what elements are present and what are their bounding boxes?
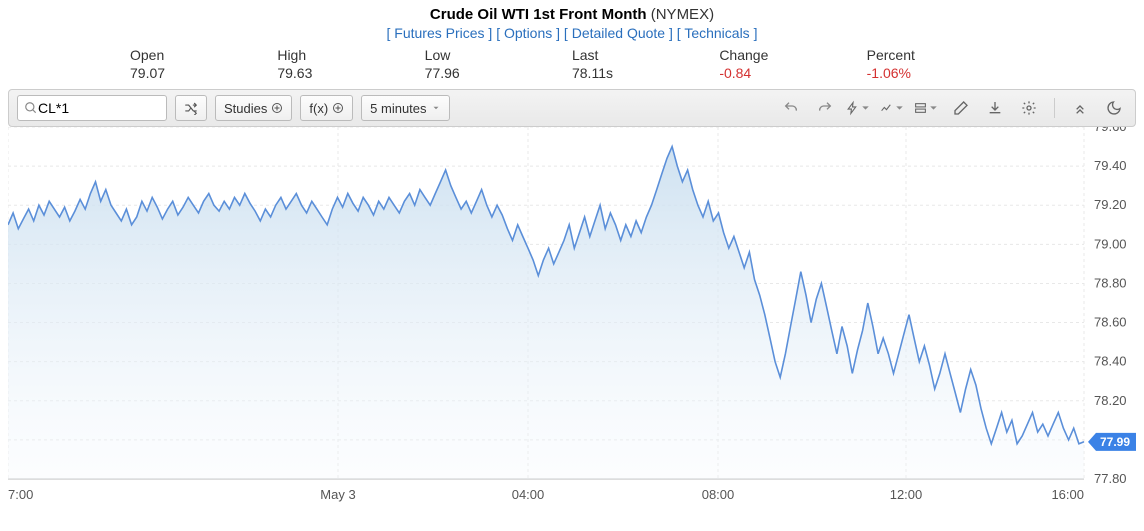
chevrons-up-icon [1072, 100, 1088, 116]
stat-change: Change -0.84 [719, 47, 866, 81]
stat-high: High 79.63 [277, 47, 424, 81]
theme-button[interactable] [1101, 95, 1127, 121]
shuffle-button[interactable] [175, 95, 207, 121]
stat-value: -1.06% [867, 65, 1014, 81]
stat-label: High [277, 47, 424, 63]
title-bold: Crude Oil WTI 1st Front Month [430, 6, 647, 23]
redo-icon [817, 100, 833, 116]
svg-text:12:00: 12:00 [890, 487, 923, 502]
chart-container[interactable]: 77.8078.0078.2078.4078.6078.8079.0079.20… [8, 127, 1136, 515]
stat-label: Percent [867, 47, 1014, 63]
toolbar: Studies f(x) 5 minutes [8, 89, 1136, 127]
studies-button[interactable]: Studies [215, 95, 292, 121]
symbol-input[interactable] [38, 100, 148, 116]
plus-icon [271, 102, 283, 114]
svg-text:7:00: 7:00 [8, 487, 33, 502]
download-button[interactable] [982, 95, 1008, 121]
settings-button[interactable] [1016, 95, 1042, 121]
chevron-down-icon [859, 100, 872, 116]
moon-icon [1106, 100, 1122, 116]
stat-value: 78.11s [572, 65, 719, 81]
collapse-button[interactable] [1067, 95, 1093, 121]
svg-text:May 3: May 3 [320, 487, 355, 502]
stat-label: Low [425, 47, 572, 63]
svg-text:79.00: 79.00 [1094, 236, 1127, 251]
header-link[interactable]: Options [504, 25, 552, 41]
stats-row: Open 79.07 High 79.63 Low 77.96 Last 78.… [0, 43, 1144, 89]
links-line: [ Futures Prices ] [ Options ] [ Detaile… [0, 25, 1144, 41]
header-link[interactable]: Technicals [684, 25, 749, 41]
title-line: Crude Oil WTI 1st Front Month (NYMEX) [0, 6, 1144, 23]
svg-text:08:00: 08:00 [702, 487, 735, 502]
svg-text:79.60: 79.60 [1094, 127, 1127, 134]
chart-type-button[interactable] [880, 95, 906, 121]
svg-text:04:00: 04:00 [512, 487, 545, 502]
fx-button[interactable]: f(x) [300, 95, 353, 121]
interval-button[interactable]: 5 minutes [361, 95, 449, 121]
chevron-down-icon [431, 103, 441, 113]
bolt-icon [846, 100, 859, 116]
stat-low: Low 77.96 [425, 47, 572, 81]
shuffle-icon [184, 101, 198, 115]
undo-button[interactable] [778, 95, 804, 121]
pencil-icon [953, 100, 969, 116]
svg-text:77.80: 77.80 [1094, 471, 1127, 486]
header: Crude Oil WTI 1st Front Month (NYMEX) [ … [0, 0, 1144, 43]
undo-icon [783, 100, 799, 116]
layout-button[interactable] [914, 95, 940, 121]
redo-button[interactable] [812, 95, 838, 121]
svg-text:79.40: 79.40 [1094, 158, 1127, 173]
download-icon [987, 100, 1003, 116]
studies-label: Studies [224, 101, 267, 116]
fx-label: f(x) [309, 101, 328, 116]
svg-text:77.99: 77.99 [1100, 435, 1130, 449]
stat-value: 79.07 [130, 65, 277, 81]
chart-icon [880, 100, 893, 116]
chevron-down-icon [927, 100, 940, 116]
stat-last: Last 78.11s [572, 47, 719, 81]
stat-label: Open [130, 47, 277, 63]
plus-icon [332, 102, 344, 114]
stat-percent: Percent -1.06% [867, 47, 1014, 81]
layout-icon [914, 100, 927, 116]
svg-text:78.60: 78.60 [1094, 315, 1127, 330]
title-exchange: (NYMEX) [651, 6, 714, 23]
search-wrap[interactable] [17, 95, 167, 121]
draw-button[interactable] [948, 95, 974, 121]
price-chart[interactable]: 77.8078.0078.2078.4078.6078.8079.0079.20… [8, 127, 1136, 515]
header-link[interactable]: Futures Prices [394, 25, 484, 41]
svg-text:16:00: 16:00 [1051, 487, 1084, 502]
stat-label: Change [719, 47, 866, 63]
divider [1054, 98, 1055, 118]
stat-label: Last [572, 47, 719, 63]
stat-open: Open 79.07 [130, 47, 277, 81]
header-link[interactable]: Detailed Quote [572, 25, 665, 41]
gear-icon [1021, 100, 1037, 116]
bolt-button[interactable] [846, 95, 872, 121]
stat-value: 79.63 [277, 65, 424, 81]
svg-text:78.20: 78.20 [1094, 393, 1127, 408]
interval-label: 5 minutes [370, 101, 426, 116]
svg-text:79.20: 79.20 [1094, 197, 1127, 212]
stat-value: 77.96 [425, 65, 572, 81]
search-icon [24, 101, 38, 115]
svg-text:78.80: 78.80 [1094, 275, 1127, 290]
chevron-down-icon [893, 100, 906, 116]
svg-text:78.40: 78.40 [1094, 354, 1127, 369]
stat-value: -0.84 [719, 65, 866, 81]
